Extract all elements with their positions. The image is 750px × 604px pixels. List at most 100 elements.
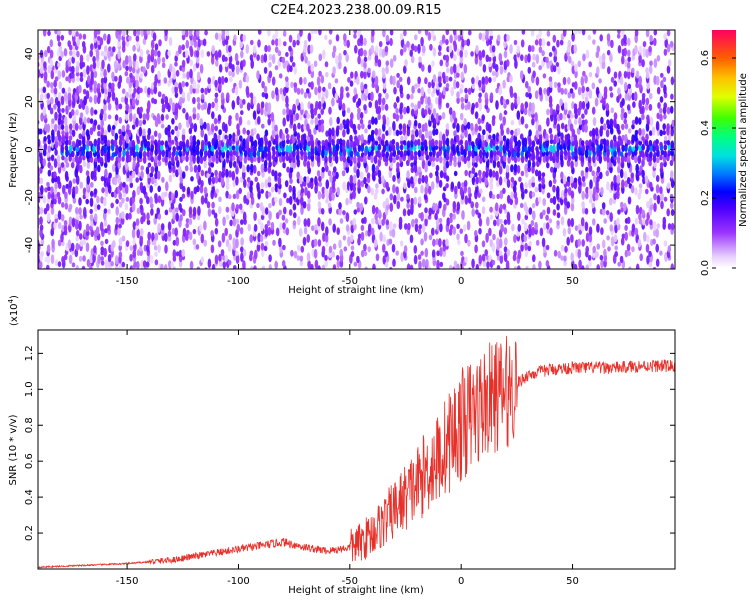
spectrogram-cell [79, 164, 83, 174]
spectrogram-cell [424, 213, 429, 220]
spectrogram-cell [310, 263, 314, 269]
spectrogram-cell [619, 76, 624, 86]
spectrogram-cell [392, 184, 396, 194]
spectrogram-cell [260, 182, 265, 189]
spectrogram-cell [449, 34, 453, 44]
spectrogram-cell [74, 123, 79, 131]
spectrogram-cell [114, 75, 118, 82]
spectrogram-cell [86, 259, 91, 268]
spectrogram-cell [75, 206, 79, 215]
spectrogram-cell [592, 245, 596, 254]
spectrogram-cell [613, 174, 617, 184]
spectrogram-cell [263, 159, 268, 169]
spectrogram-cell [260, 242, 265, 251]
spectrogram-cell [139, 72, 144, 79]
spectrogram-cell [243, 179, 247, 188]
spectrogram-cell [400, 196, 404, 202]
spectrogram-cell [76, 50, 80, 58]
spectrogram-cell [478, 254, 483, 265]
spectrogram-cell [385, 60, 390, 66]
spectrogram-cell [86, 117, 91, 124]
spectrogram-cell [425, 104, 429, 111]
spectrogram-cell [57, 210, 62, 221]
spectrogram-cell [249, 184, 253, 193]
spectrogram-cell [310, 63, 315, 72]
spectrogram-cell [357, 233, 362, 239]
spectrogram-cell [86, 175, 90, 185]
spectrogram-cell [524, 54, 528, 64]
spectrogram-cell [528, 179, 532, 189]
spectrogram-cell [242, 34, 247, 42]
spectrogram-cell [268, 53, 273, 61]
spectrogram-cell [548, 218, 553, 224]
spectrogram-cell [529, 190, 533, 199]
spectrogram-cell [325, 226, 329, 236]
spectrogram-cell [621, 30, 625, 37]
spectrogram-cell [487, 56, 492, 62]
spectrogram-cell [567, 186, 572, 196]
spectrogram-cell [535, 54, 540, 64]
spectrogram-cell [142, 66, 146, 74]
spectrogram-cell [49, 58, 54, 69]
spectrogram-cell [530, 30, 535, 37]
spectrogram-cell [193, 164, 198, 173]
spectrogram-cell [228, 70, 232, 77]
spectrogram-cell [373, 238, 378, 248]
spectrogram-cell [253, 164, 257, 174]
spectrogram-cell [567, 226, 572, 235]
spectrogram-cell [584, 74, 588, 84]
spectrogram-cell [648, 262, 653, 268]
spectrogram-cell [167, 221, 172, 231]
spectrogram-cell [61, 155, 65, 161]
spectrogram-cell [292, 39, 297, 48]
spectrogram-cell [203, 101, 207, 110]
spectrogram-cell [395, 113, 400, 122]
spectrogram-cell [516, 95, 521, 106]
spectrogram-cell [50, 154, 55, 162]
spectrogram-cell [455, 144, 460, 154]
spectrogram-cell [218, 32, 222, 42]
spectrogram-cell [168, 260, 172, 269]
spectrogram-cell [391, 144, 396, 153]
spectrogram-cell [641, 113, 645, 121]
spectrogram-cell [231, 100, 236, 110]
spectrogram-cell [411, 132, 415, 142]
spectrogram-cell [300, 155, 304, 161]
spectrogram-cell [641, 209, 645, 216]
spectrogram-cell [224, 254, 229, 262]
spectrogram-cell [484, 176, 488, 187]
spectrogram-cell [338, 207, 342, 216]
spectrogram-cell [57, 196, 62, 205]
spectrogram-cell [445, 102, 450, 109]
spectrogram-cell [368, 119, 372, 125]
spectrogram-cell [503, 103, 507, 109]
spectrogram-cell [81, 61, 86, 68]
spectrogram-cell [609, 212, 613, 223]
spectrogram-cell [122, 181, 126, 188]
spectrogram-cell [663, 196, 668, 202]
spectrogram-cell [564, 155, 568, 161]
spectrogram-cell [142, 119, 147, 125]
spectrogram-cell [481, 240, 486, 248]
spectrogram-cell [196, 96, 201, 103]
spectrogram-cell [495, 70, 499, 78]
spectrogram-cell [39, 261, 43, 269]
spectrogram-cell [519, 133, 524, 140]
spectrogram-cell [304, 186, 308, 196]
spectrogram-cell [448, 76, 453, 82]
spectrogram-cell [552, 65, 557, 73]
spectrogram-cell [235, 176, 239, 186]
spectrogram-cell [432, 47, 437, 57]
spectrogram-cell [257, 190, 261, 200]
spectrogram-cell [556, 220, 560, 226]
spectrogram-cell [118, 138, 123, 147]
spectrogram-cell [513, 39, 518, 46]
spectrogram-cell [607, 66, 611, 75]
spectrogram-cell [638, 213, 642, 221]
spectrogram-cell [509, 44, 513, 54]
spectrogram-cell [172, 239, 177, 246]
spectrogram-cell [503, 40, 507, 49]
spectrogram-cell [277, 172, 282, 178]
spectrogram-cell [454, 185, 458, 195]
